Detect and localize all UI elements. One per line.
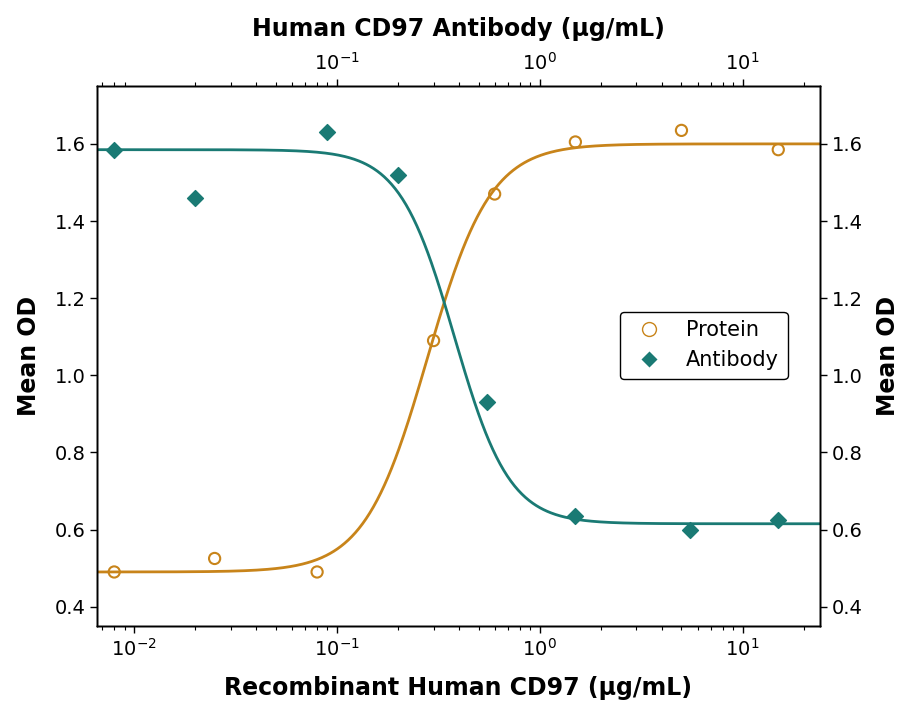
Point xyxy=(207,553,222,564)
Y-axis label: Mean OD: Mean OD xyxy=(17,296,40,416)
X-axis label: Recombinant Human CD97 (μg/mL): Recombinant Human CD97 (μg/mL) xyxy=(225,676,692,701)
Point xyxy=(310,566,325,578)
X-axis label: Human CD97 Antibody (μg/mL): Human CD97 Antibody (μg/mL) xyxy=(252,16,665,41)
Point xyxy=(391,169,405,181)
Point xyxy=(320,127,335,138)
Point xyxy=(771,514,786,526)
Point xyxy=(568,511,582,522)
Y-axis label: Mean OD: Mean OD xyxy=(877,296,900,416)
Point xyxy=(188,192,203,204)
Point xyxy=(480,397,494,408)
Point xyxy=(674,125,689,136)
Point xyxy=(107,144,122,156)
Point xyxy=(771,144,786,156)
Point xyxy=(568,136,582,148)
Legend: Protein, Antibody: Protein, Antibody xyxy=(620,312,788,379)
Point xyxy=(107,566,122,578)
Point xyxy=(487,189,502,200)
Point xyxy=(426,335,441,346)
Point xyxy=(682,524,697,536)
